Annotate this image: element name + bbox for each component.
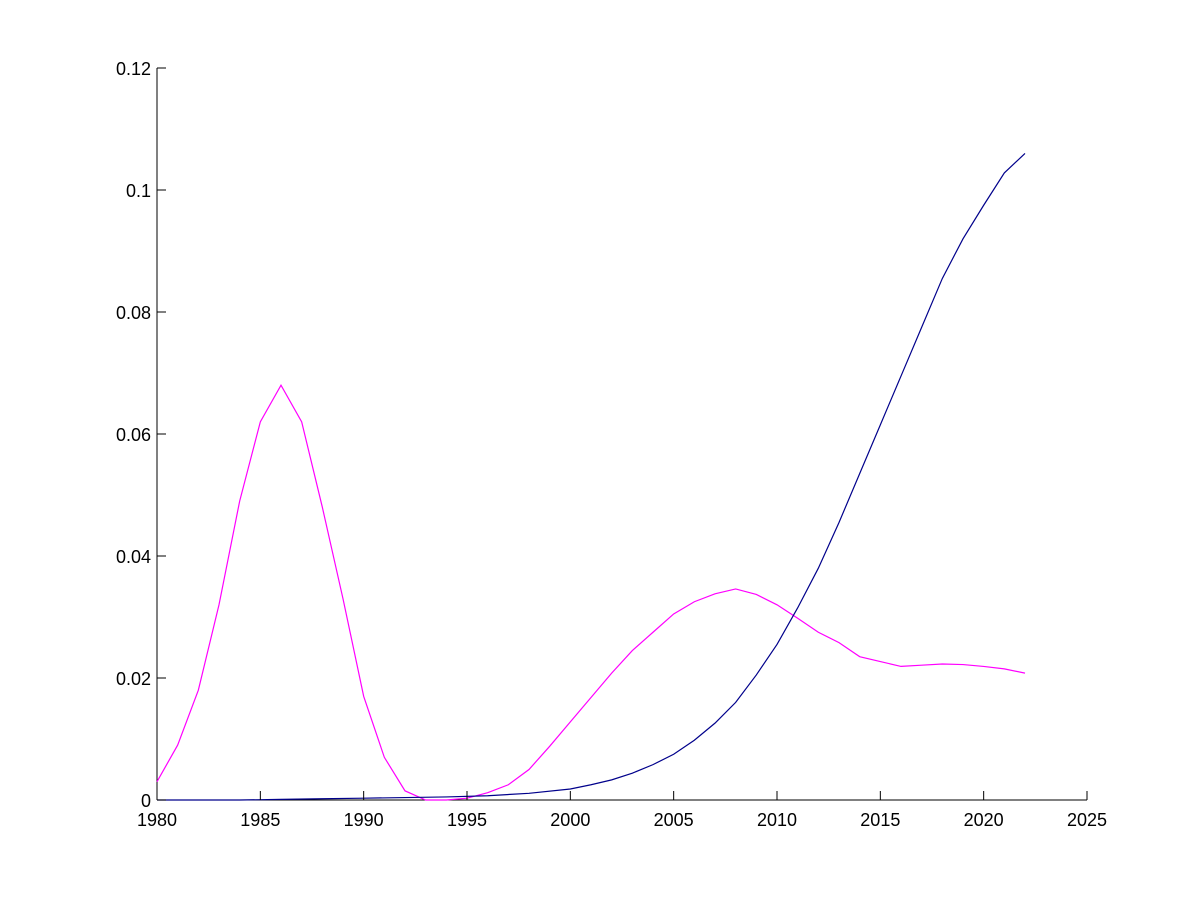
- series-layer: [156, 152, 1026, 801]
- x-tick-label: 2025: [1067, 810, 1107, 830]
- y-tick-label: 0.1: [126, 181, 151, 201]
- x-tick-label: 1980: [137, 810, 177, 830]
- x-tick-label: 2010: [757, 810, 797, 830]
- x-tick-label: 2020: [964, 810, 1004, 830]
- x-tick-label: 1990: [344, 810, 384, 830]
- tick-layer: 1980 1985 1990 1995 2000 2005 2010 2015 2020 2025…: [116, 59, 1107, 830]
- series-line-2: [157, 152, 1026, 801]
- y-tick-label: 0.04: [116, 547, 151, 567]
- x-tick-label: 2000: [550, 810, 590, 830]
- x-tick-label: 1995: [447, 810, 487, 830]
- y-tick-label: 0.02: [116, 669, 151, 689]
- x-tick-label: 2005: [654, 810, 694, 830]
- x-tick-label: 2015: [860, 810, 900, 830]
- axes: [156, 68, 1087, 801]
- x-tick-label: 1985: [240, 810, 280, 830]
- y-tick-label: 0.06: [116, 425, 151, 445]
- y-tick-label: 0.12: [116, 59, 151, 79]
- y-tick-label: 0: [141, 791, 151, 811]
- series-line-1: [156, 383, 1026, 801]
- y-tick-label: 0.08: [116, 303, 151, 323]
